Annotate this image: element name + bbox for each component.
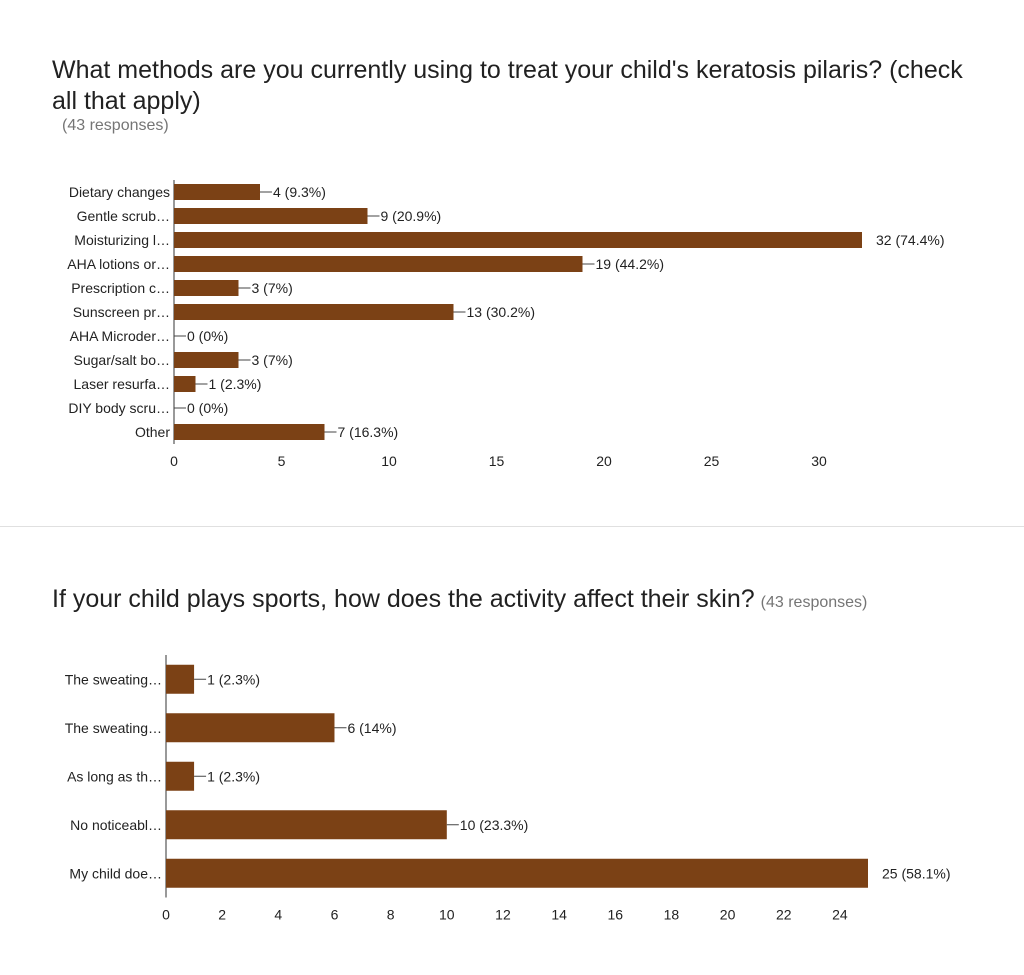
bar	[166, 713, 335, 743]
chart-2-bar-chart: The sweating… 1 (2.3%) The sweating… 6 (14%…	[65, 655, 950, 923]
chart-1-bar-chart: Dietary changes 4 (9.3%) Gentle scrub… 9 (2…	[67, 180, 944, 469]
x-tick-label: 20	[720, 907, 736, 923]
data-label: 32 (74.4%)	[876, 232, 944, 248]
bar	[174, 424, 325, 440]
section-divider	[0, 526, 1024, 527]
x-tick-label: 0	[170, 453, 178, 469]
data-label: 19 (44.2%)	[596, 256, 664, 272]
data-label: 9 (20.9%)	[381, 208, 442, 224]
data-label: 25 (58.1%)	[882, 865, 950, 881]
x-tick-label: 5	[278, 453, 286, 469]
category-label: Laser resurfa…	[74, 376, 170, 392]
category-label: Moisturizing l…	[74, 232, 170, 248]
x-tick-label: 2	[218, 907, 226, 923]
category-label: The sweating…	[65, 671, 162, 687]
bar	[174, 256, 583, 272]
bar	[174, 184, 260, 200]
data-label: 3 (7%)	[252, 352, 293, 368]
bar	[166, 761, 195, 791]
data-label: 1 (2.3%)	[209, 376, 262, 392]
data-label: 0 (0%)	[187, 400, 228, 416]
x-tick-label: 20	[596, 453, 612, 469]
category-label: The sweating…	[65, 720, 162, 736]
x-tick-label: 18	[664, 907, 680, 923]
question-2-response-count: (43 responses)	[760, 594, 868, 611]
category-label: Prescription c…	[71, 280, 170, 296]
x-tick-label: 15	[489, 453, 505, 469]
category-label: Sugar/salt bo…	[74, 352, 171, 368]
data-label: 7 (16.3%)	[338, 424, 399, 440]
category-label: Gentle scrub…	[77, 208, 170, 224]
bar	[166, 810, 447, 840]
bar	[174, 352, 239, 368]
bar	[166, 858, 868, 888]
bar	[174, 376, 196, 392]
bar	[174, 208, 368, 224]
x-tick-label: 10	[381, 453, 397, 469]
category-label: My child doe…	[69, 865, 162, 881]
data-label: 0 (0%)	[187, 328, 228, 344]
x-tick-label: 4	[274, 907, 282, 923]
x-tick-label: 0	[162, 907, 170, 923]
category-label: No noticeabl…	[70, 817, 162, 833]
question-2-title-text: If your child plays sports, how does the…	[52, 585, 755, 613]
x-tick-label: 22	[776, 907, 792, 923]
x-tick-label: 25	[704, 453, 720, 469]
x-tick-label: 10	[439, 907, 455, 923]
data-label: 13 (30.2%)	[467, 304, 535, 320]
bar	[174, 280, 239, 296]
x-tick-label: 12	[495, 907, 511, 923]
question-2-title: If your child plays sports, how does the…	[52, 584, 867, 618]
x-tick-label: 16	[607, 907, 623, 923]
question-1-title: What methods are you currently using to …	[52, 56, 963, 115]
category-label: Dietary changes	[69, 184, 170, 200]
bar	[166, 664, 195, 694]
category-label: As long as th…	[67, 768, 162, 784]
category-label: AHA Microder…	[70, 328, 170, 344]
category-label: Sunscreen pr…	[73, 304, 170, 320]
data-label: 1 (2.3%)	[207, 671, 260, 687]
bar	[174, 304, 454, 320]
data-label: 6 (14%)	[347, 720, 396, 736]
data-label: 10 (23.3%)	[460, 817, 528, 833]
x-tick-label: 6	[331, 907, 339, 923]
x-tick-label: 14	[551, 907, 567, 923]
category-label: DIY body scru…	[68, 400, 170, 416]
category-label: AHA lotions or…	[67, 256, 170, 272]
x-tick-label: 8	[387, 907, 395, 923]
bar	[174, 232, 862, 248]
data-label: 1 (2.3%)	[207, 768, 260, 784]
category-label: Other	[135, 424, 170, 440]
data-label: 4 (9.3%)	[273, 184, 326, 200]
x-tick-label: 30	[811, 453, 827, 469]
x-tick-label: 24	[832, 907, 848, 923]
data-label: 3 (7%)	[252, 280, 293, 296]
question-1-response-count: (43 responses)	[62, 117, 169, 134]
